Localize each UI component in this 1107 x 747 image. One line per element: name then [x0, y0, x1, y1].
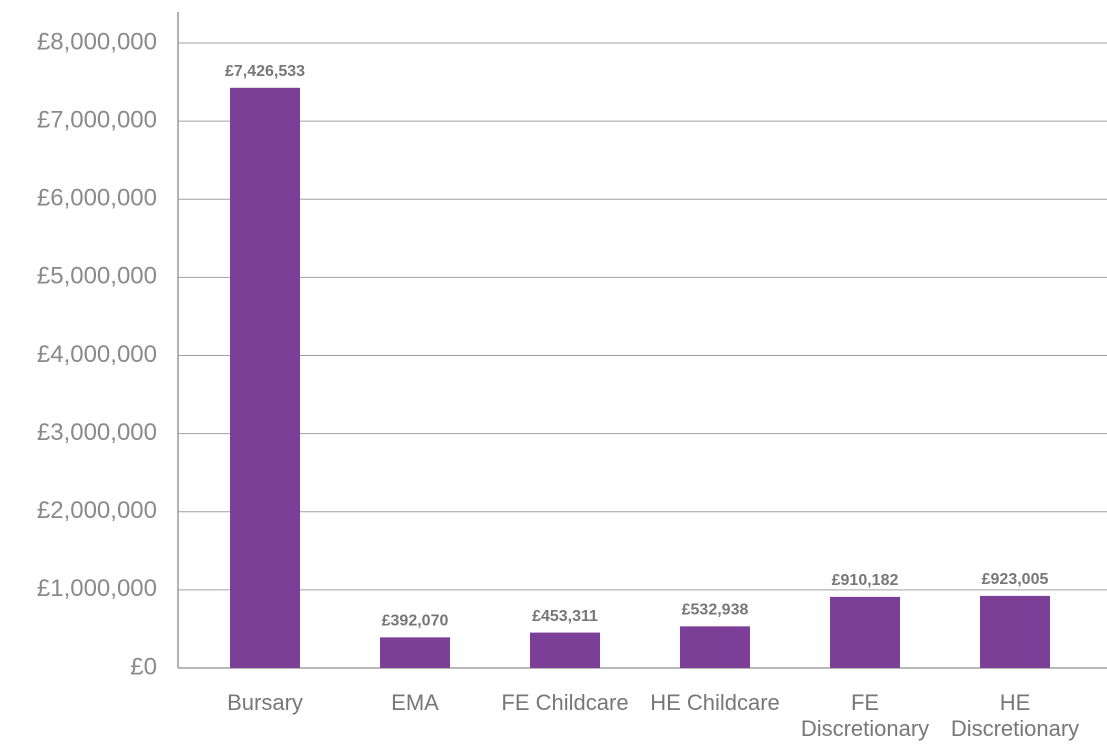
- x-tick-label: EMA: [391, 690, 439, 715]
- bar: [980, 595, 1050, 668]
- bar: [230, 87, 300, 668]
- bar: [830, 596, 900, 668]
- x-tick-label: HE Childcare: [650, 690, 780, 715]
- y-tick-label: £2,000,000: [37, 497, 157, 524]
- data-label: £923,005: [982, 571, 1049, 588]
- x-tick-label: FE Childcare: [501, 690, 629, 715]
- x-tick-label: Bursary: [227, 690, 303, 715]
- data-label: £910,182: [832, 572, 899, 589]
- bar: [680, 626, 750, 668]
- y-tick-label: £1,000,000: [37, 575, 157, 602]
- y-tick-label: £0: [130, 653, 157, 680]
- x-tick-label: HE Discretionary: [950, 690, 1080, 741]
- y-tick-label: £3,000,000: [37, 419, 157, 446]
- y-tick-label: £5,000,000: [37, 263, 157, 290]
- data-label: £392,070: [382, 613, 449, 630]
- data-label: £532,938: [682, 602, 749, 619]
- x-tick-label: FE Discretionary: [800, 690, 930, 741]
- data-label: £7,426,533: [225, 63, 305, 80]
- y-tick-label: £7,000,000: [37, 106, 157, 133]
- data-label: £453,311: [532, 608, 598, 625]
- bar: [530, 632, 600, 668]
- y-tick-label: £8,000,000: [37, 28, 157, 55]
- y-tick-label: £6,000,000: [37, 185, 157, 212]
- y-tick-label: £4,000,000: [37, 341, 157, 368]
- bar: [380, 637, 450, 668]
